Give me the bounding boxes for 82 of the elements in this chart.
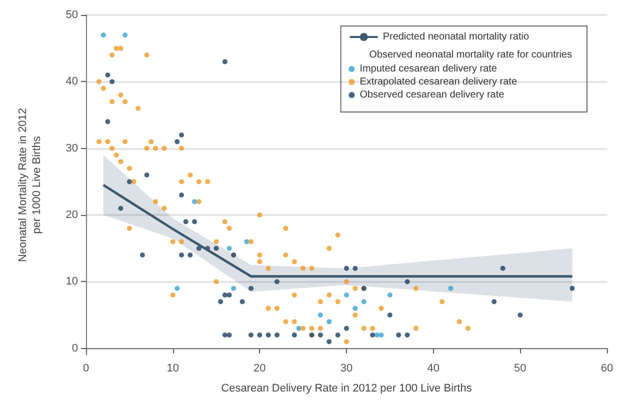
point — [122, 32, 128, 38]
point — [226, 332, 232, 338]
point — [370, 332, 376, 338]
point — [404, 332, 410, 338]
x-tick-label: 60 — [600, 362, 614, 374]
point — [100, 32, 106, 38]
point — [266, 332, 271, 338]
point — [448, 286, 454, 291]
point — [318, 332, 323, 338]
point — [174, 286, 180, 291]
point — [274, 279, 280, 284]
point — [387, 312, 392, 318]
point — [296, 326, 302, 331]
point — [188, 252, 193, 258]
point — [179, 192, 184, 198]
point — [396, 332, 402, 338]
point — [222, 59, 228, 64]
point — [192, 199, 198, 204]
point — [248, 286, 254, 291]
point — [292, 332, 297, 338]
x-axis-title: Cesarean Delivery Rate in 2012 per 100 Live Births — [221, 382, 472, 394]
y-tick-label: 30 — [66, 142, 78, 154]
point — [244, 239, 250, 244]
point — [118, 206, 124, 211]
point — [126, 179, 132, 184]
point — [222, 332, 228, 338]
point — [344, 292, 349, 298]
point — [183, 219, 188, 224]
point — [492, 299, 497, 304]
point — [318, 312, 323, 318]
point — [226, 292, 232, 298]
point — [174, 139, 180, 144]
point — [240, 299, 245, 304]
y-tick-label: 40 — [66, 76, 78, 88]
point — [518, 312, 523, 318]
y-axis-title: Neonatal Mortality Rate in 2012 per 1000 Live Births — [17, 108, 43, 262]
x-tick-label: 20 — [254, 362, 266, 374]
point — [352, 266, 358, 271]
point — [226, 246, 232, 251]
point — [144, 172, 150, 178]
point — [248, 332, 254, 338]
point — [374, 332, 380, 338]
legend-label: Extrapolated cesarean delivery rate — [360, 76, 518, 88]
point — [500, 266, 506, 271]
point — [214, 246, 219, 251]
point — [179, 252, 184, 258]
point — [140, 252, 145, 258]
x-tick-label: 0 — [82, 362, 90, 374]
x-tick-label: 40 — [427, 362, 440, 374]
point — [335, 332, 340, 338]
point — [257, 332, 262, 338]
legend-label: Observed cesarean delivery rate — [360, 90, 505, 100]
legend-title: Observed neonatal mortality rate for countries — [369, 50, 572, 60]
legend-label: Predicted neonatal mortality ratio — [382, 32, 530, 42]
point — [110, 79, 115, 84]
y-tick-label: 0 — [72, 342, 78, 354]
point — [570, 286, 575, 291]
point — [105, 72, 110, 78]
y-tick-label: 50 — [66, 9, 78, 21]
point — [179, 132, 184, 138]
point — [361, 299, 366, 304]
x-tick-label: 30 — [340, 362, 353, 374]
point — [326, 339, 332, 344]
y-tick-label: 10 — [66, 276, 78, 288]
x-tick-label: 50 — [514, 362, 526, 374]
point — [344, 266, 349, 271]
point — [196, 246, 202, 251]
point — [378, 332, 384, 338]
legend-label: Imputed cesarean delivery rate — [360, 64, 498, 74]
x-tick-label: 10 — [166, 362, 179, 374]
point — [387, 292, 392, 298]
y-tick-label: 20 — [66, 209, 78, 221]
point — [274, 332, 280, 338]
point — [222, 292, 228, 298]
point — [231, 286, 236, 291]
point — [352, 306, 358, 311]
point — [218, 299, 224, 304]
point — [326, 319, 332, 324]
point — [192, 219, 198, 224]
point — [105, 119, 110, 124]
point — [404, 279, 410, 284]
point — [344, 326, 349, 331]
